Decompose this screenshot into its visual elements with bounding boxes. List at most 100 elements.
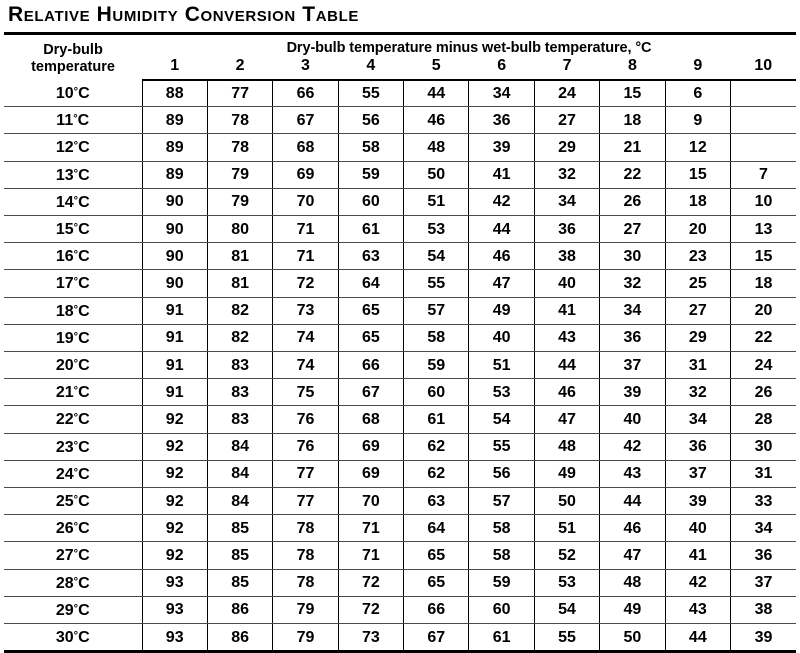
humidity-cell: 36 — [599, 324, 666, 353]
humidity-cell: 92 — [142, 487, 208, 516]
header-column-10: 10 — [730, 57, 796, 81]
humidity-cell: 49 — [534, 460, 601, 489]
humidity-cell: 37 — [665, 460, 732, 489]
humidity-cell — [730, 80, 796, 108]
humidity-cell: 81 — [207, 242, 274, 271]
row-temperature-label: 22°C — [4, 405, 143, 434]
humidity-cell: 89 — [142, 161, 208, 189]
humidity-cell: 83 — [207, 351, 274, 380]
humidity-cell: 70 — [272, 188, 339, 217]
table-row: 15°C 90 80 71 61 53 44 36 27 20 13 — [4, 215, 796, 244]
humidity-cell: 90 — [142, 269, 208, 298]
humidity-cell: 27 — [599, 215, 666, 244]
humidity-cell: 78 — [207, 106, 274, 135]
humidity-cell: 61 — [338, 215, 405, 244]
humidity-cell: 67 — [338, 378, 405, 407]
humidity-cell: 57 — [468, 487, 535, 516]
humidity-cell: 44 — [403, 80, 470, 108]
row-temperature-label: 15°C — [4, 215, 143, 244]
humidity-cell: 28 — [730, 405, 796, 434]
humidity-cell: 73 — [272, 297, 339, 325]
humidity-cell: 86 — [207, 623, 274, 653]
humidity-cell: 56 — [338, 106, 405, 135]
humidity-cell: 18 — [665, 188, 732, 217]
humidity-cell: 69 — [338, 460, 405, 489]
table-row: 29°C 93 86 79 72 66 60 54 49 43 38 — [4, 596, 796, 625]
humidity-cell: 47 — [534, 405, 601, 434]
table-row: 20°C 91 83 74 66 59 51 44 37 31 24 — [4, 351, 796, 380]
humidity-cell: 48 — [599, 569, 666, 597]
humidity-cell: 93 — [142, 596, 208, 625]
humidity-table-page: Relative Humidity Conversion Table Dry-b… — [4, 3, 796, 653]
row-temperature-label: 28°C — [4, 569, 143, 597]
humidity-cell: 12 — [665, 133, 732, 162]
humidity-cell: 78 — [272, 569, 339, 597]
humidity-cell: 42 — [665, 569, 732, 597]
humidity-cell: 34 — [534, 188, 601, 217]
humidity-cell: 40 — [468, 324, 535, 353]
humidity-cell: 91 — [142, 297, 208, 325]
humidity-cell: 44 — [599, 487, 666, 516]
table-row: 27°C 92 85 78 71 65 58 52 47 41 36 — [4, 541, 796, 570]
humidity-cell: 65 — [338, 324, 405, 353]
humidity-cell: 57 — [403, 297, 470, 325]
humidity-cell: 74 — [272, 351, 339, 380]
humidity-cell: 92 — [142, 405, 208, 434]
humidity-cell: 42 — [468, 188, 535, 217]
humidity-cell — [730, 106, 796, 135]
humidity-cell: 21 — [599, 133, 666, 162]
humidity-cell: 15 — [599, 80, 666, 108]
humidity-cell: 52 — [534, 541, 601, 570]
humidity-cell: 69 — [338, 433, 405, 461]
humidity-cell: 65 — [338, 297, 405, 325]
table-row: 10°C 88 77 66 55 44 34 24 15 6 — [4, 80, 796, 108]
humidity-cell: 22 — [730, 324, 796, 353]
humidity-cell: 79 — [272, 596, 339, 625]
row-temperature-label: 11°C — [4, 106, 143, 135]
humidity-cell: 32 — [534, 161, 601, 189]
humidity-cell: 68 — [338, 405, 405, 434]
row-temperature-label: 24°C — [4, 460, 143, 489]
humidity-cell: 15 — [730, 242, 796, 271]
humidity-cell: 29 — [665, 324, 732, 353]
humidity-cell: 26 — [599, 188, 666, 217]
header-column-7: 7 — [534, 57, 600, 81]
row-temperature-label: 18°C — [4, 297, 143, 325]
header-column-5: 5 — [403, 57, 469, 81]
header-row-top: Dry-bulb temperature Dry-bulb temperatur… — [4, 35, 796, 75]
title-divider — [4, 32, 796, 35]
humidity-cell: 30 — [599, 242, 666, 271]
humidity-cell: 10 — [730, 188, 796, 217]
humidity-cell: 32 — [599, 269, 666, 298]
row-temperature-label: 29°C — [4, 596, 143, 625]
humidity-cell: 50 — [403, 161, 470, 189]
humidity-cell: 84 — [207, 487, 274, 516]
header-column-2: 2 — [207, 57, 273, 81]
humidity-cell: 43 — [665, 596, 732, 625]
page-title: Relative Humidity Conversion Table — [8, 3, 359, 26]
row-temperature-label: 12°C — [4, 133, 143, 162]
humidity-cell: 43 — [599, 460, 666, 489]
humidity-cell: 53 — [534, 569, 601, 597]
humidity-cell: 86 — [207, 596, 274, 625]
humidity-cell: 51 — [468, 351, 535, 380]
humidity-cell: 89 — [142, 133, 208, 162]
humidity-cell: 85 — [207, 541, 274, 570]
header-column-6: 6 — [468, 57, 535, 81]
humidity-cell: 51 — [403, 188, 470, 217]
humidity-cell: 20 — [730, 297, 796, 325]
humidity-cell: 75 — [272, 378, 339, 407]
humidity-cell: 71 — [272, 242, 339, 271]
humidity-cell: 92 — [142, 460, 208, 489]
header-column-4: 4 — [338, 57, 404, 81]
humidity-cell: 34 — [599, 297, 666, 325]
header-column-1: 1 — [142, 57, 208, 81]
humidity-cell: 76 — [272, 433, 339, 461]
humidity-cell: 22 — [599, 161, 666, 189]
humidity-cell: 38 — [534, 242, 601, 271]
humidity-cell: 82 — [207, 324, 274, 353]
humidity-cell: 66 — [272, 80, 339, 108]
humidity-cell: 46 — [599, 514, 666, 543]
humidity-cell: 46 — [403, 106, 470, 135]
humidity-cell: 83 — [207, 378, 274, 407]
